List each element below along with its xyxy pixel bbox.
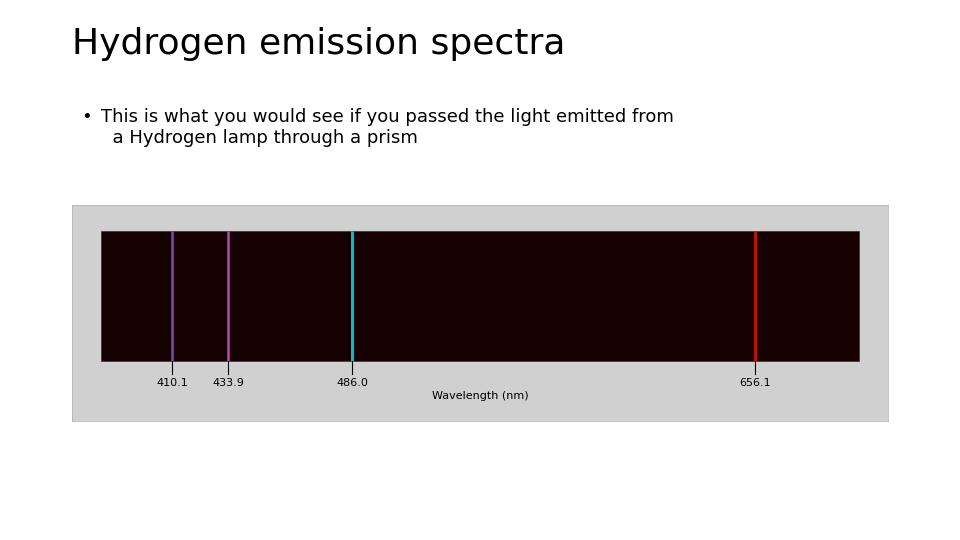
Text: 486.0: 486.0	[336, 378, 368, 388]
Text: 410.1: 410.1	[156, 378, 188, 388]
Text: •: •	[82, 108, 92, 126]
Text: Hydrogen emission spectra: Hydrogen emission spectra	[72, 27, 565, 61]
Text: 433.9: 433.9	[212, 378, 245, 388]
Text: Wavelength (nm): Wavelength (nm)	[432, 391, 528, 401]
Text: 656.1: 656.1	[739, 378, 771, 388]
Bar	[101, 231, 859, 361]
Text: This is what you would see if you passed the light emitted from
  a Hydrogen lam: This is what you would see if you passed…	[101, 108, 674, 147]
